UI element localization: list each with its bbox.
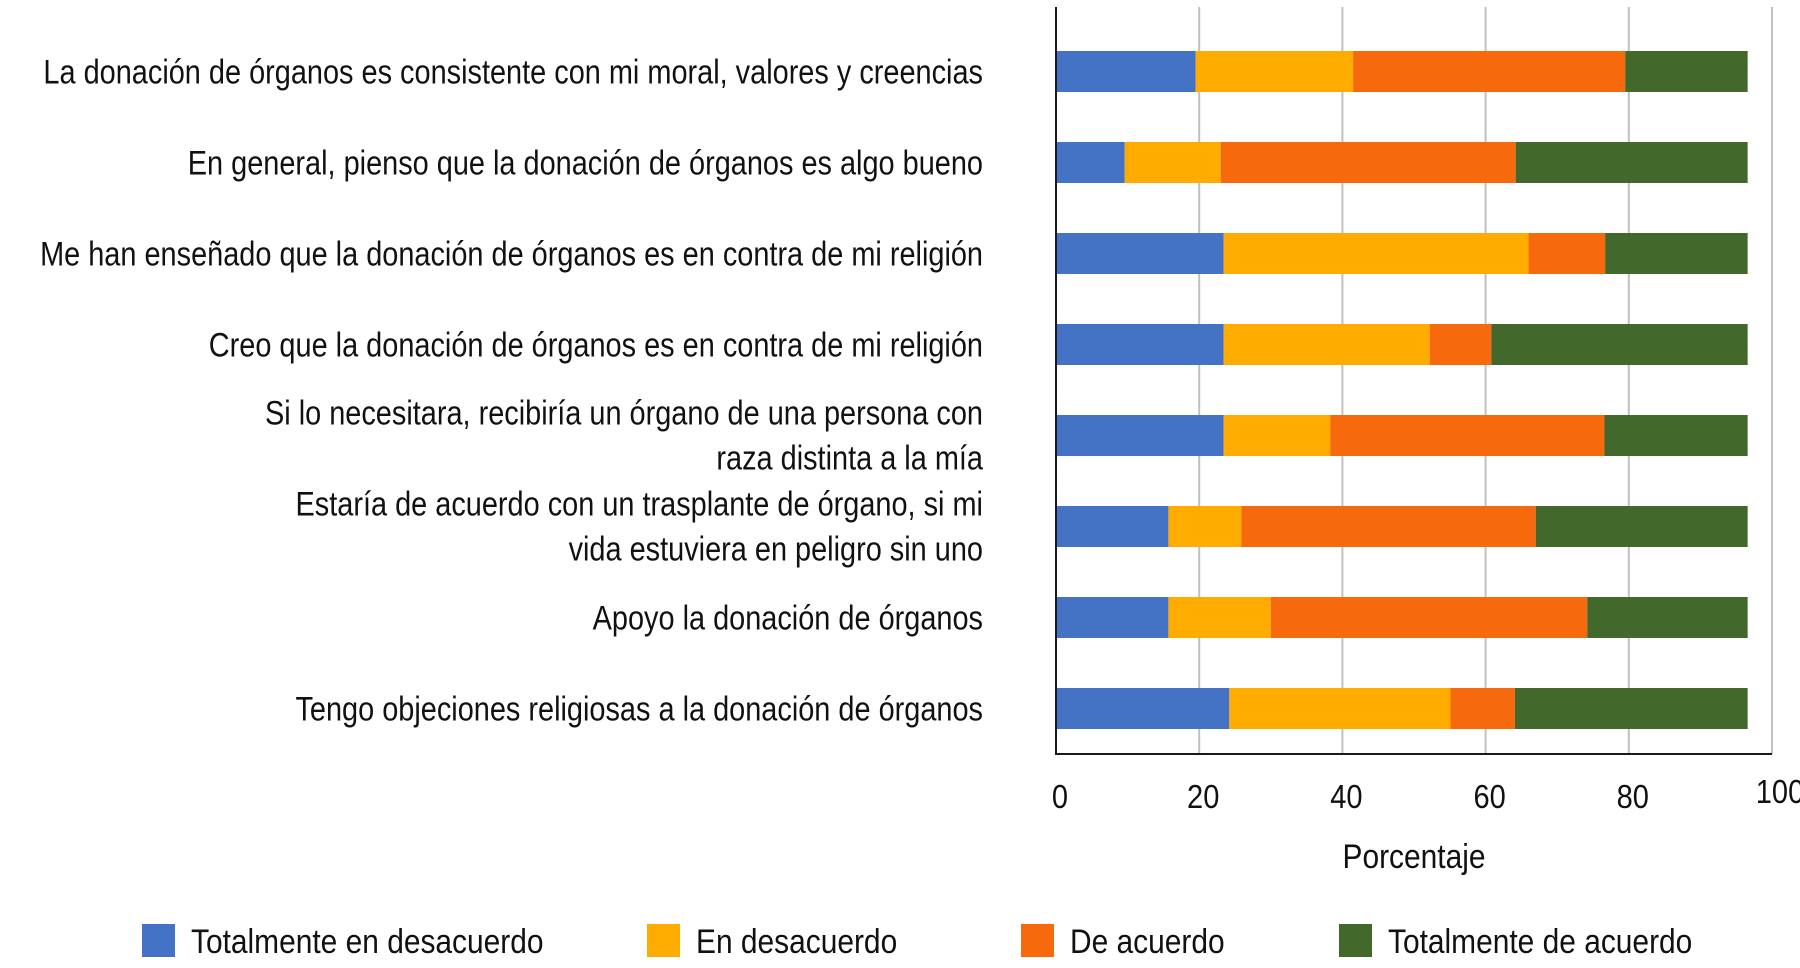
bar-segment-en-desacuerdo xyxy=(1223,233,1529,274)
bar-segment-totalmente-en-desacuerdo xyxy=(1056,597,1169,638)
legend-item-totalmente-en-desacuerdo: Totalmente en desacuerdo xyxy=(142,922,544,960)
category-label: vida estuviera en peligro sin uno xyxy=(569,529,983,568)
bars xyxy=(1056,51,1748,729)
bar-segment-totalmente-en-desacuerdo xyxy=(1056,688,1230,729)
bar-segment-totalmente-de-acuerdo xyxy=(1625,51,1748,92)
x-tick-label: 80 xyxy=(1617,778,1649,815)
bar-segment-de-acuerdo xyxy=(1353,51,1626,92)
bar-segment-totalmente-de-acuerdo xyxy=(1491,324,1748,365)
bar-segment-totalmente-de-acuerdo xyxy=(1605,233,1748,274)
legend-swatch xyxy=(647,924,680,957)
bar-row xyxy=(1056,233,1748,274)
x-tick-label: 40 xyxy=(1330,778,1362,815)
bar-segment-en-desacuerdo xyxy=(1168,506,1242,547)
bar-segment-totalmente-de-acuerdo xyxy=(1535,506,1748,547)
bar-row xyxy=(1056,142,1748,183)
legend-item-de-acuerdo: De acuerdo xyxy=(1021,922,1225,960)
legend-item-en-desacuerdo: En desacuerdo xyxy=(647,922,897,960)
bar-segment-en-desacuerdo xyxy=(1168,597,1271,638)
bar-segment-en-desacuerdo xyxy=(1223,324,1430,365)
category-label: Apoyo la donación de órganos xyxy=(593,598,983,637)
bar-row xyxy=(1056,324,1748,365)
bar-row xyxy=(1056,688,1748,729)
bar-segment-totalmente-de-acuerdo xyxy=(1604,415,1748,456)
bar-row xyxy=(1056,415,1748,456)
category-label: La donación de órganos es consistente co… xyxy=(43,52,983,91)
category-label: Si lo necesitara, recibiría un órgano de… xyxy=(265,393,983,432)
x-tick-label: 100 xyxy=(1756,773,1800,810)
legend-swatch xyxy=(142,924,175,957)
bar-segment-de-acuerdo xyxy=(1220,142,1516,183)
bar-segment-de-acuerdo xyxy=(1270,597,1588,638)
category-label: Tengo objeciones religiosas a la donació… xyxy=(295,689,983,728)
bar-segment-totalmente-en-desacuerdo xyxy=(1056,506,1169,547)
bar-segment-de-acuerdo xyxy=(1241,506,1536,547)
bar-segment-de-acuerdo xyxy=(1429,324,1492,365)
bar-segment-totalmente-de-acuerdo xyxy=(1587,597,1748,638)
bar-segment-totalmente-en-desacuerdo xyxy=(1056,142,1125,183)
bar-segment-de-acuerdo xyxy=(1450,688,1515,729)
legend-swatch xyxy=(1339,924,1372,957)
legend: Totalmente en desacuerdo En desacuerdo De … xyxy=(142,922,1692,960)
category-label: Me han enseñado que la donación de órgan… xyxy=(40,234,983,273)
bar-segment-en-desacuerdo xyxy=(1195,51,1354,92)
axes xyxy=(1055,7,1772,755)
bar-segment-totalmente-en-desacuerdo xyxy=(1056,233,1224,274)
legend-label: De acuerdo xyxy=(1070,922,1225,960)
bar-row xyxy=(1056,51,1748,92)
x-axis-title: Porcentaje xyxy=(1342,837,1485,875)
category-label: raza distinta a la mía xyxy=(716,438,983,477)
bar-segment-en-desacuerdo xyxy=(1223,415,1331,456)
legend-swatch xyxy=(1021,924,1054,957)
category-label: Estaría de acuerdo con un trasplante de … xyxy=(296,484,983,523)
bar-row xyxy=(1056,597,1748,638)
bar-segment-en-desacuerdo xyxy=(1124,142,1221,183)
bar-segment-totalmente-en-desacuerdo xyxy=(1056,324,1224,365)
x-tick-label: 20 xyxy=(1187,778,1219,815)
bar-segment-totalmente-en-desacuerdo xyxy=(1056,415,1224,456)
gridlines xyxy=(1198,7,1773,754)
legend-label: En desacuerdo xyxy=(696,922,897,960)
legend-label: Totalmente en desacuerdo xyxy=(191,922,544,960)
category-label: Creo que la donación de órganos es en co… xyxy=(209,325,983,364)
bar-segment-de-acuerdo xyxy=(1528,233,1606,274)
category-label: En general, pienso que la donación de ór… xyxy=(188,143,983,182)
bar-segment-totalmente-en-desacuerdo xyxy=(1056,51,1196,92)
legend-item-totalmente-de-acuerdo: Totalmente de acuerdo xyxy=(1339,922,1692,960)
bar-segment-de-acuerdo xyxy=(1330,415,1605,456)
category-labels: La donación de órganos es consistente co… xyxy=(40,52,983,728)
x-tick-label: 60 xyxy=(1473,778,1505,815)
bar-segment-en-desacuerdo xyxy=(1229,688,1451,729)
bar-segment-totalmente-de-acuerdo xyxy=(1514,688,1748,729)
x-tick-label: 0 xyxy=(1052,778,1068,815)
x-tick-labels: 0 20 40 60 80 100 xyxy=(1052,773,1800,815)
legend-label: Totalmente de acuerdo xyxy=(1388,922,1692,960)
bar-row xyxy=(1056,506,1748,547)
bar-segment-totalmente-de-acuerdo xyxy=(1515,142,1748,183)
